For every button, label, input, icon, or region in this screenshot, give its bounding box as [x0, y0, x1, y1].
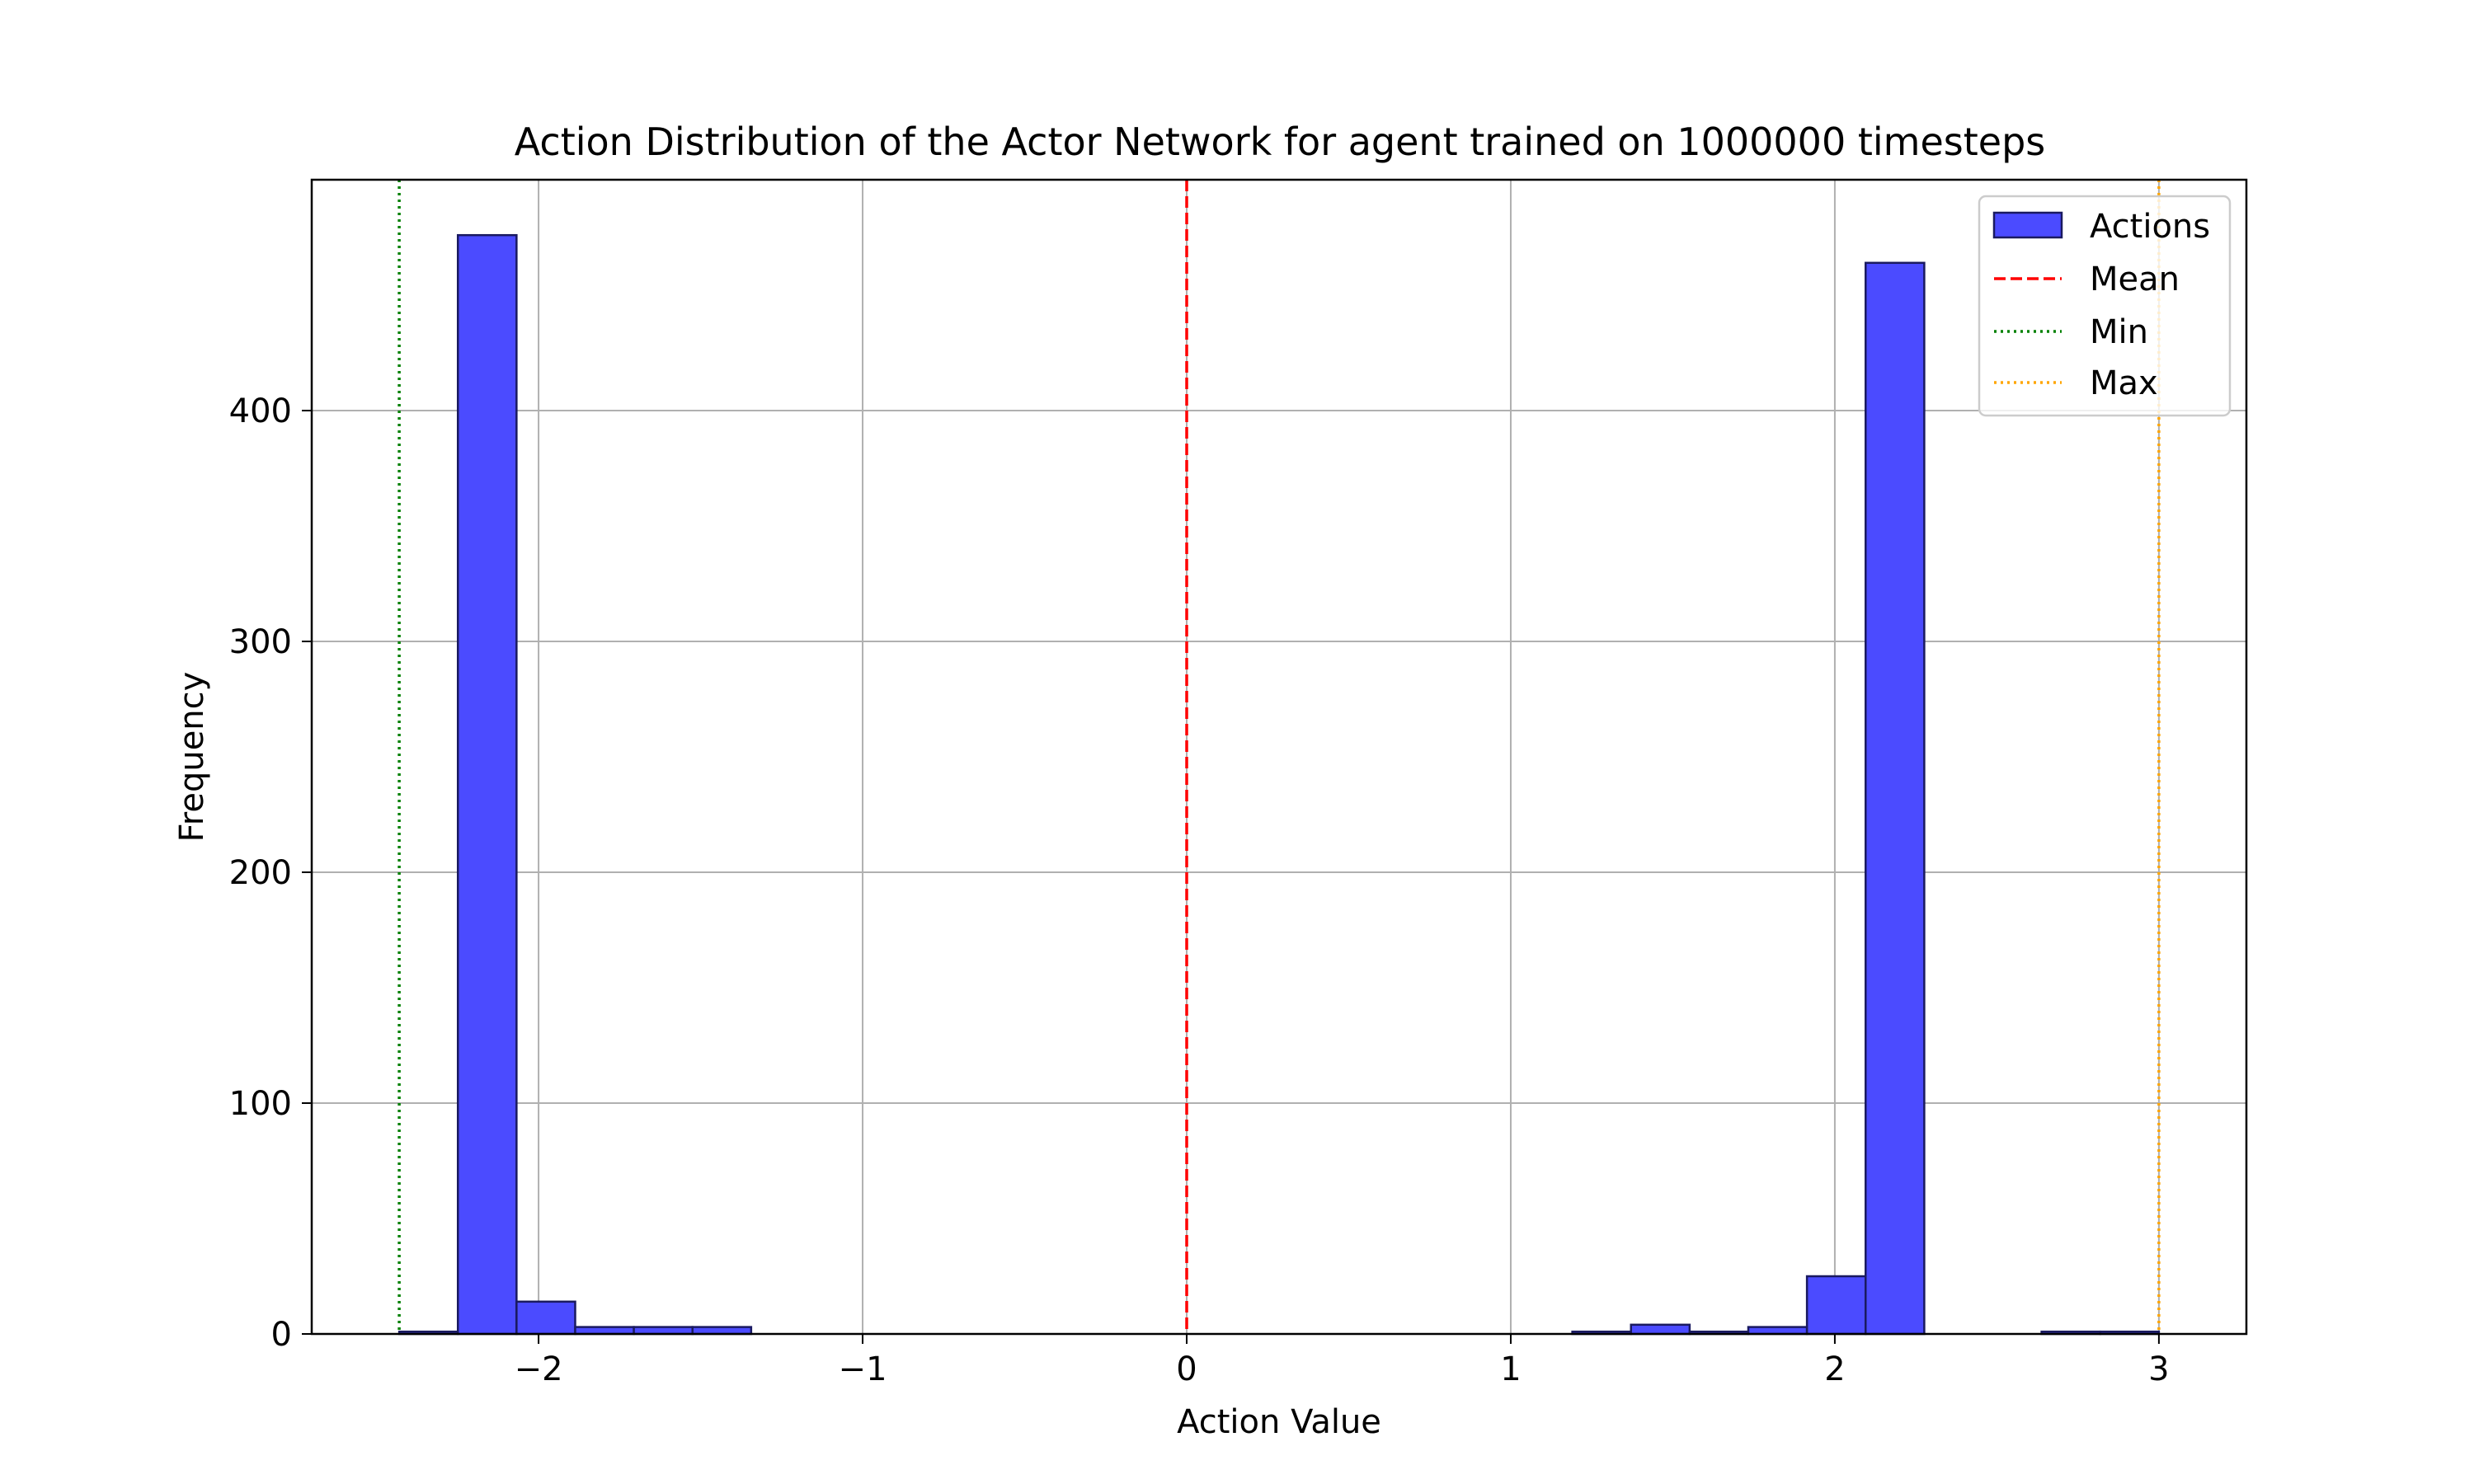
histogram-bar-3 [574, 1326, 635, 1336]
histogram-bar-24 [1805, 1275, 1867, 1336]
histogram-bar-4 [633, 1326, 694, 1336]
x-tick-label-3: 1 [1500, 1350, 1521, 1388]
chart-title: Action Distribution of the Actor Network… [515, 120, 2045, 164]
y-tick-label-4: 400 [229, 392, 292, 430]
legend: Actions Mean Min Max [1978, 195, 2232, 417]
histogram-bar-21 [1630, 1323, 1691, 1336]
y-axis-ticks: 0 100 200 300 400 [229, 392, 312, 1354]
legend-swatch-actions [1992, 211, 2063, 239]
y-tick-label-2: 200 [229, 854, 292, 892]
y-tick-label-0: 0 [271, 1316, 292, 1354]
histogram-bar-23 [1747, 1326, 1808, 1336]
legend-label-actions: Actions [2090, 208, 2210, 246]
x-axis-ticks: −2 −1 0 1 2 3 [515, 1334, 2170, 1388]
legend-label-min: Min [2090, 313, 2148, 351]
x-tick-label-0: −2 [515, 1350, 563, 1388]
y-tick-label-3: 300 [229, 623, 292, 661]
y-axis-label: Frequency [173, 672, 211, 843]
x-tick-label-1: −1 [839, 1350, 887, 1388]
y-tick-label-1: 100 [229, 1085, 292, 1123]
legend-box [1978, 195, 2232, 417]
histogram-bar-5 [691, 1326, 753, 1336]
histogram-bar-2 [515, 1300, 576, 1336]
histogram-bar-1 [456, 233, 518, 1336]
x-tick-label-5: 3 [2148, 1350, 2169, 1388]
x-axis-label: Action Value [1177, 1403, 1381, 1441]
plot-area-frame [310, 178, 2248, 1336]
x-tick-label-2: 0 [1176, 1350, 1197, 1388]
histogram-bar-25 [1865, 261, 1926, 1336]
histogram-bars [397, 233, 2161, 1336]
x-tick-label-4: 2 [1824, 1350, 1845, 1388]
legend-label-max: Max [2090, 364, 2158, 402]
legend-label-mean: Mean [2090, 261, 2180, 298]
